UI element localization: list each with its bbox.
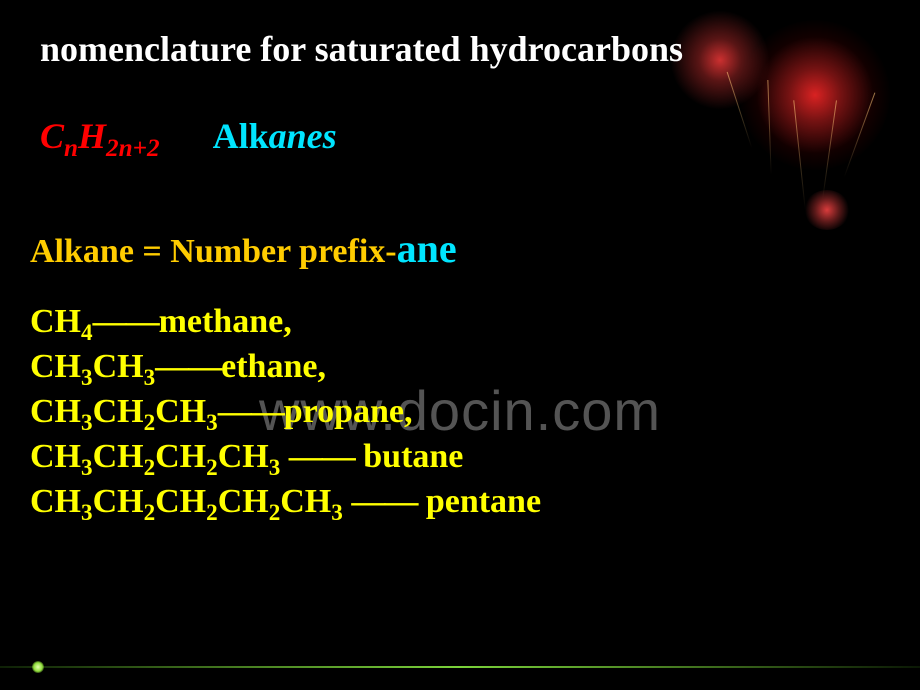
- molecule-dash: ——: [351, 483, 417, 520]
- molecule-dash: ——: [289, 438, 355, 475]
- molecule-name: butane: [355, 438, 464, 475]
- general-formula: CnH2n+2: [40, 115, 160, 157]
- firework-strand: [793, 100, 805, 210]
- formula-C-sub: n: [64, 135, 78, 162]
- formula-H-sub: 2n+2: [106, 135, 160, 162]
- molecule-row: CH3CH3——ethane,: [30, 345, 541, 390]
- slide: nomenclature for saturated hydrocarbons …: [0, 0, 920, 690]
- formula-H: H: [78, 116, 106, 156]
- molecule-name: propane,: [284, 393, 413, 430]
- molecule-formula: CH3CH2CH2CH2CH3: [30, 483, 351, 520]
- molecule-dash: ——: [93, 303, 159, 340]
- molecule-name: ethane,: [221, 348, 326, 385]
- molecule-formula: CH3CH2CH2CH3: [30, 438, 289, 475]
- formula-C: C: [40, 116, 64, 156]
- firework-strand: [844, 93, 876, 178]
- slide-title: nomenclature for saturated hydrocarbons: [40, 28, 683, 70]
- alkanes-suffix: anes: [269, 116, 337, 156]
- molecule-dash: ——: [155, 348, 221, 385]
- molecule-list: CH4——methane,CH3CH3——ethane,CH3CH2CH3——p…: [30, 300, 541, 524]
- firework-burst-large: [740, 20, 890, 170]
- definition-ane: ane: [397, 226, 457, 271]
- alkanes-label: Alkanes: [213, 116, 337, 156]
- firework-strand: [727, 72, 753, 148]
- definition-lhs: Alkane = Number prefix-: [30, 233, 397, 270]
- firework-glow-small: [804, 190, 850, 230]
- molecule-name: pentane: [417, 483, 541, 520]
- firework-burst-medium: [670, 10, 770, 110]
- definition-line: Alkane = Number prefix-ane: [30, 225, 457, 272]
- molecule-formula: CH3CH2CH3: [30, 393, 218, 430]
- firework-strand: [822, 100, 837, 199]
- alkanes-stem: Alk: [213, 116, 269, 156]
- molecule-formula: CH4: [30, 303, 93, 340]
- timeline-bar: [0, 666, 920, 668]
- firework-strand: [767, 80, 771, 175]
- molecule-row: CH3CH2CH3——propane,: [30, 390, 541, 435]
- molecule-formula: CH3CH3: [30, 348, 155, 385]
- molecule-name: methane,: [159, 303, 292, 340]
- molecule-dash: ——: [218, 393, 284, 430]
- molecule-row: CH3CH2CH2CH3 —— butane: [30, 435, 541, 480]
- molecule-row: CH4——methane,: [30, 300, 541, 345]
- formula-row: CnH2n+2 Alkanes: [40, 115, 337, 157]
- molecule-row: CH3CH2CH2CH2CH3 —— pentane: [30, 480, 541, 525]
